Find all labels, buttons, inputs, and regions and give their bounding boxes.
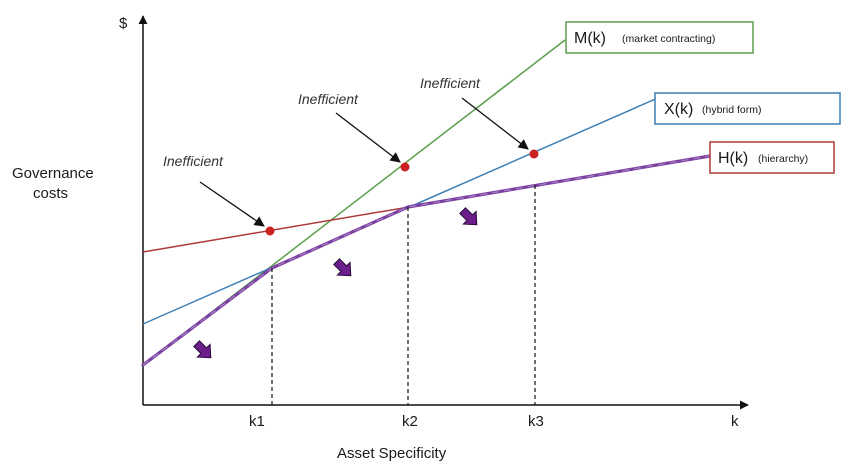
- hybrid-label-main: X(k): [664, 101, 693, 118]
- inefficient-label-1: Inefficient: [163, 153, 224, 169]
- market-label-main: M(k): [574, 30, 606, 47]
- y-axis-title-line-1: Governance: [12, 165, 94, 182]
- cost-reduction-arrow-2: [333, 258, 352, 277]
- inefficient-point-hybrid: [529, 149, 539, 159]
- pointer-arrow-3: [461, 97, 529, 150]
- hierarchy-label-box: H(k) (hierarchy): [709, 141, 835, 174]
- x-tick-k: k: [731, 413, 739, 430]
- x-tick-k3: k3: [528, 413, 544, 430]
- envelope-dash-overlay: [142, 155, 711, 366]
- inefficient-label-3: Inefficient: [420, 75, 481, 91]
- x-axis-title: Asset Specificity: [337, 445, 447, 462]
- market-label-sub: (market contracting): [622, 33, 715, 45]
- inefficient-point-market: [400, 162, 410, 172]
- x-tick-k2: k2: [402, 413, 418, 430]
- y-axis-title-line-2: costs: [33, 185, 68, 202]
- inefficient-label-2: Inefficient: [298, 91, 359, 107]
- hybrid-label-box: X(k) (hybrid form): [654, 92, 841, 125]
- pointer-arrow-2: [335, 112, 401, 163]
- pointer-arrow-1: [199, 181, 265, 227]
- market-label-box: M(k) (market contracting): [565, 21, 754, 54]
- hierarchy-label-main: H(k): [718, 150, 748, 167]
- minimum-cost-envelope: [141, 154, 712, 367]
- hierarchy-label-sub: (hierarchy): [758, 153, 808, 165]
- cost-reduction-arrow-3: [459, 207, 478, 226]
- cost-reduction-arrow-1: [193, 340, 212, 359]
- y-axis-symbol: $: [119, 15, 128, 32]
- inefficient-point-hierarchy: [265, 226, 275, 236]
- x-tick-k1: k1: [249, 413, 265, 430]
- hybrid-label-sub: (hybrid form): [702, 104, 762, 116]
